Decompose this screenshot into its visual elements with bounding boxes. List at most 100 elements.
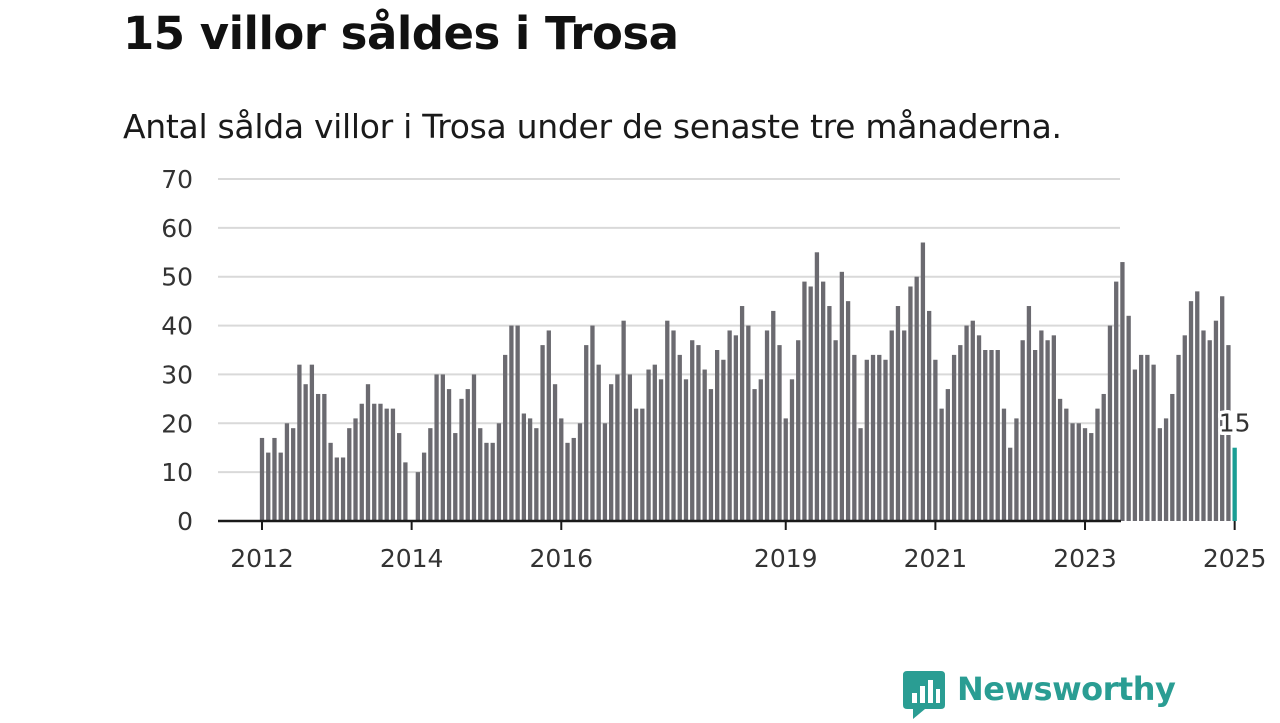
bar <box>1138 354 1144 521</box>
bar <box>945 389 950 521</box>
bar <box>914 276 919 521</box>
bar <box>291 428 296 521</box>
bar <box>995 350 1000 521</box>
bar <box>652 364 657 521</box>
bar <box>278 452 283 521</box>
bar <box>315 393 321 521</box>
bar <box>646 369 651 521</box>
bar <box>571 437 576 521</box>
bar <box>1145 354 1150 521</box>
bar <box>1095 408 1100 521</box>
bar <box>1064 408 1069 521</box>
bar <box>970 320 975 521</box>
bar <box>490 442 495 521</box>
y-tick-label: 40 <box>161 312 193 341</box>
bar <box>1039 330 1044 521</box>
bar <box>584 345 589 521</box>
bar <box>1207 340 1212 521</box>
bar <box>1076 423 1081 521</box>
bar <box>340 457 346 521</box>
bar <box>764 330 770 521</box>
bar <box>733 335 739 521</box>
bar <box>758 379 763 521</box>
bar <box>484 442 489 521</box>
bar <box>390 408 396 521</box>
bar <box>347 428 352 521</box>
bar <box>671 330 676 521</box>
bar <box>1120 262 1125 521</box>
bar <box>303 384 308 521</box>
bar <box>777 345 782 521</box>
bar <box>746 325 751 521</box>
bar <box>259 437 265 521</box>
bar <box>353 418 358 521</box>
bar <box>415 472 421 521</box>
bar <box>1057 398 1063 521</box>
bar <box>534 428 539 521</box>
bar <box>1045 340 1050 521</box>
bar <box>895 306 901 521</box>
x-tick-label: 2021 <box>904 544 968 573</box>
bar <box>1213 320 1219 521</box>
bar-chart-speech-bubble-icon <box>903 671 945 719</box>
y-tick-label: 10 <box>161 458 193 487</box>
bar <box>446 389 452 521</box>
bar <box>521 413 527 521</box>
bar <box>665 320 670 521</box>
chart-subtitle: Antal sålda villor i Trosa under de sena… <box>123 107 1062 146</box>
axes <box>218 519 1236 530</box>
bar <box>827 306 832 521</box>
bar <box>858 428 863 521</box>
bar <box>721 359 726 521</box>
bar <box>802 281 807 521</box>
bar <box>1126 315 1131 521</box>
x-tick-label: 2014 <box>380 544 444 573</box>
bar <box>1226 345 1231 521</box>
bar <box>814 252 820 522</box>
bar <box>1220 296 1225 521</box>
newsworthy-logo: Newsworthy <box>903 670 1176 719</box>
bar <box>958 345 963 521</box>
bar <box>527 418 533 521</box>
bar <box>1089 433 1094 521</box>
chart-title: 15 villor såldes i Trosa <box>123 7 679 60</box>
bar <box>459 398 464 521</box>
bar <box>434 374 439 521</box>
bar <box>771 310 776 521</box>
bar <box>627 374 633 521</box>
bar <box>565 442 570 521</box>
bar <box>403 462 408 521</box>
x-tick-label: 2019 <box>754 544 818 573</box>
bar <box>1201 330 1206 521</box>
x-tick-label: 2012 <box>230 544 294 573</box>
bar <box>696 345 701 521</box>
highlight-data-label: 15 <box>1219 409 1251 438</box>
bar <box>378 403 383 521</box>
bar <box>889 330 894 521</box>
bar <box>1026 306 1032 521</box>
bar <box>496 423 502 521</box>
bar <box>796 340 801 521</box>
bar <box>783 418 788 521</box>
bar <box>845 301 851 521</box>
bar <box>976 335 982 521</box>
bar <box>808 286 813 521</box>
bar <box>359 403 364 521</box>
bar <box>1014 418 1019 521</box>
bar <box>1107 325 1113 521</box>
bar <box>421 452 427 521</box>
bar <box>1132 369 1138 521</box>
bar <box>1008 447 1013 521</box>
bar <box>552 384 558 521</box>
bar <box>596 364 601 521</box>
bar <box>877 354 882 521</box>
bar <box>272 437 277 521</box>
bar <box>658 379 664 521</box>
bar <box>397 433 402 521</box>
bar <box>902 330 907 521</box>
bar <box>727 330 732 521</box>
bar <box>1082 428 1088 521</box>
bar <box>1182 335 1187 521</box>
bar <box>1070 423 1075 521</box>
